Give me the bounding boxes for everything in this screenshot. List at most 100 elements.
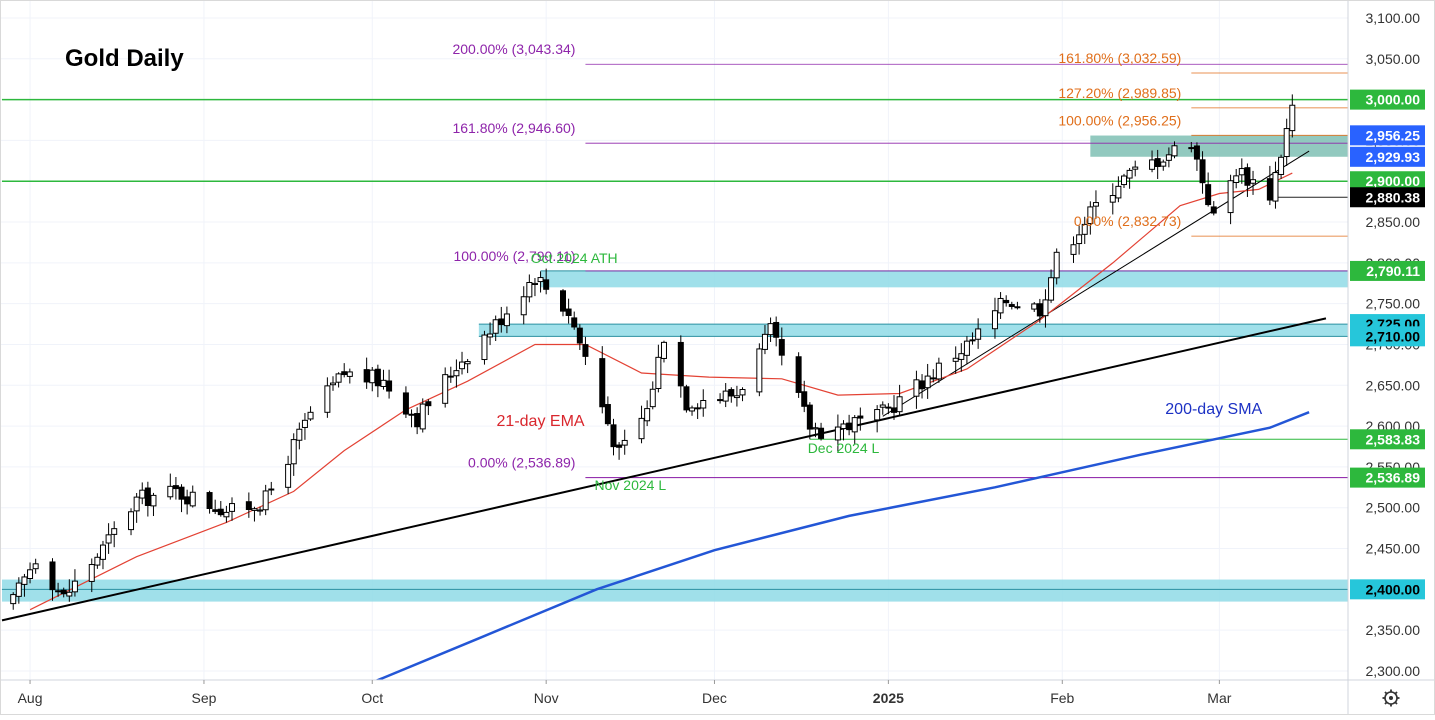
candle	[296, 422, 303, 450]
candle	[346, 368, 353, 384]
candle-body	[919, 380, 926, 390]
candle-body	[1238, 168, 1245, 176]
candle	[464, 358, 471, 374]
candle-body	[1165, 154, 1172, 161]
annotation-nov-2024-l: Nov 2024 L	[595, 477, 667, 493]
candle	[71, 569, 78, 597]
candle	[806, 402, 813, 440]
candle	[778, 327, 785, 366]
annotations-layer: 200.00% (3,043.34) 161.80% (2,946.60) 100.…	[65, 41, 1263, 493]
candle	[447, 366, 454, 383]
candle-body	[60, 589, 67, 595]
candle	[262, 484, 269, 516]
price-label-text: 2,956.25	[1366, 127, 1421, 143]
candle-body	[335, 373, 342, 383]
candle-body	[128, 511, 135, 531]
price-label-bg	[1350, 125, 1425, 146]
candle	[1121, 173, 1127, 189]
candle-body	[329, 382, 336, 386]
candle	[520, 286, 527, 325]
candle-body	[599, 358, 606, 408]
candle	[924, 363, 931, 399]
candle-body	[307, 411, 314, 420]
time-axis-bg	[0, 680, 1435, 715]
candle-body	[1081, 223, 1088, 235]
candle	[380, 369, 387, 390]
candle	[812, 422, 819, 438]
candle	[335, 372, 342, 388]
candle-body	[386, 380, 393, 392]
candle-body	[896, 396, 903, 413]
price-label-bg	[1350, 467, 1425, 488]
y-tick-label: 2,450.00	[1366, 541, 1421, 557]
candle-body	[212, 509, 219, 512]
candle-body	[369, 369, 376, 384]
candle-body	[380, 379, 387, 387]
candle-body	[498, 318, 505, 326]
price-label-text: 2,536.89	[1366, 470, 1421, 486]
candle-body	[105, 534, 112, 544]
price-label: 2,956.25	[1350, 125, 1425, 146]
candle-body	[975, 328, 982, 340]
candle-body	[728, 389, 735, 397]
candle-body	[425, 401, 432, 407]
candle	[773, 316, 780, 347]
candle	[801, 380, 808, 413]
candle	[206, 490, 213, 514]
candle	[576, 324, 583, 350]
zone-2400	[2, 579, 1348, 602]
candle	[767, 317, 774, 342]
candle	[1081, 216, 1088, 244]
candle	[341, 363, 348, 378]
candle	[896, 384, 903, 417]
candle	[604, 396, 611, 426]
candle	[369, 367, 376, 392]
candle-body	[223, 511, 230, 518]
candle-body	[890, 407, 897, 413]
candle-body	[487, 333, 494, 338]
candle-body	[565, 308, 572, 316]
candle	[660, 340, 667, 363]
annotation-200-day-sma: 200-day SMA	[1165, 401, 1262, 418]
candle-body	[689, 407, 696, 412]
candle-body	[739, 389, 746, 396]
candle-body	[1115, 185, 1122, 199]
candle-body	[526, 282, 533, 298]
candle	[1233, 168, 1240, 189]
candle	[733, 385, 740, 407]
candle-body	[969, 339, 976, 342]
candle	[425, 399, 432, 416]
candle	[1272, 161, 1279, 209]
price-label-bg	[1350, 146, 1425, 167]
zones-layer	[2, 135, 1348, 602]
candle-body	[1154, 158, 1161, 167]
candle	[111, 521, 118, 548]
candle-body	[885, 406, 892, 409]
candle-body	[660, 341, 667, 359]
candle	[1003, 295, 1010, 307]
candle	[795, 352, 802, 398]
candle	[997, 292, 1004, 319]
annotation-dec-2024-l: Dec 2024 L	[808, 440, 880, 456]
candle-body	[172, 485, 179, 490]
candle	[818, 422, 825, 441]
candle-body	[818, 427, 825, 439]
candle	[167, 473, 174, 500]
candle-body	[531, 282, 538, 286]
candle-body	[1042, 299, 1049, 317]
gear-icon[interactable]	[1382, 689, 1400, 707]
candle	[15, 577, 22, 604]
candle	[172, 477, 179, 500]
candle-body	[1205, 184, 1212, 206]
candle-body	[604, 404, 611, 425]
price-label-text: 3,000.00	[1366, 92, 1421, 108]
candle	[144, 481, 151, 517]
candle	[1149, 150, 1156, 173]
candle	[1092, 190, 1099, 219]
candle	[728, 387, 735, 403]
price-label-text: 2,583.83	[1366, 431, 1421, 447]
candle	[739, 387, 746, 402]
candle-body	[560, 290, 566, 312]
